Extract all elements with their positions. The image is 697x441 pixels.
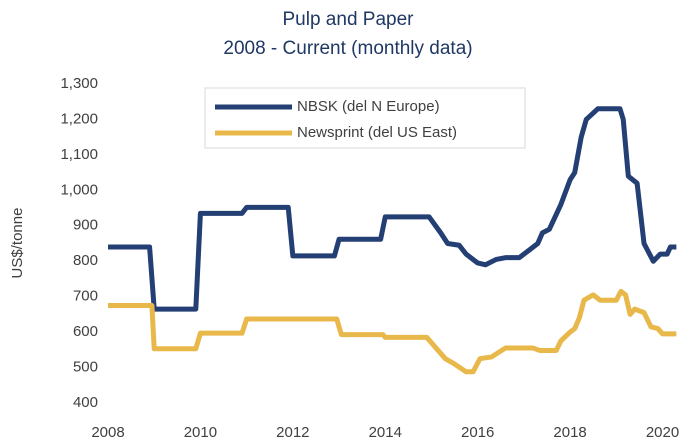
legend-label: Newsprint (del US East) <box>297 124 457 141</box>
x-tick-label: 2010 <box>184 424 217 441</box>
y-tick-label: 500 <box>73 359 98 376</box>
x-tick-label: 2008 <box>91 424 124 441</box>
line <box>108 288 677 375</box>
y-tick-label: 900 <box>73 217 98 234</box>
y-tick-label: 400 <box>73 394 98 411</box>
x-tick-label: 2020 <box>646 424 679 441</box>
x-tick-label: 2014 <box>369 424 402 441</box>
y-tick-label: 1,100 <box>60 146 98 163</box>
y-tick-label: 600 <box>73 323 98 340</box>
line <box>108 106 677 312</box>
y-tick-label: 800 <box>73 252 98 269</box>
y-tick-label: 1,000 <box>60 181 98 198</box>
legend-box <box>204 87 526 149</box>
y-tick-label: 700 <box>73 288 98 305</box>
y-tick-label: 1,200 <box>60 110 98 127</box>
x-tick-label: 2012 <box>276 424 309 441</box>
x-tick-label: 2018 <box>553 424 586 441</box>
x-tick-label: 2016 <box>461 424 494 441</box>
chart-title: Pulp and Paper <box>283 9 415 30</box>
y-tick-label: 1,300 <box>60 75 98 92</box>
legend-label: NBSK (del N Europe) <box>297 98 440 115</box>
y-axis-label: US$/tonne <box>9 208 26 279</box>
chart-subtitle: 2008 - Current (monthly data) <box>223 38 472 59</box>
